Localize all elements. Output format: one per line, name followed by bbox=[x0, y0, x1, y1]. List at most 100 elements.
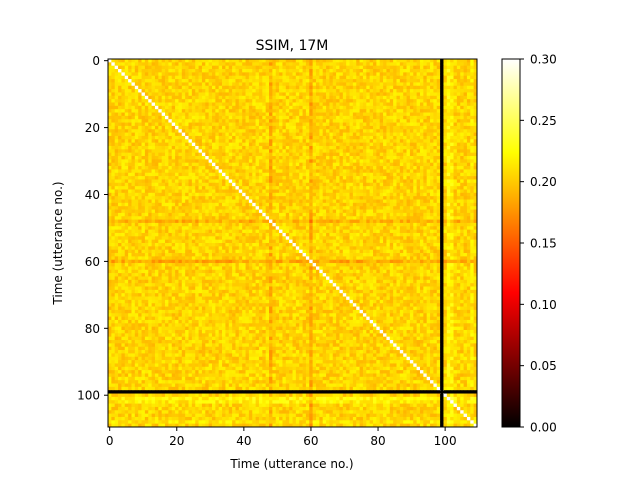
heatmap-cell bbox=[456, 172, 461, 177]
heatmap-cell bbox=[349, 179, 354, 184]
heatmap-cell bbox=[205, 79, 209, 83]
heatmap-cell bbox=[362, 206, 367, 210]
heatmap-cell bbox=[423, 102, 428, 107]
heatmap-cell bbox=[255, 85, 260, 90]
heatmap-cell bbox=[262, 82, 267, 87]
heatmap-cell bbox=[124, 85, 129, 90]
heatmap-cell bbox=[362, 95, 367, 100]
heatmap-cell bbox=[178, 152, 183, 157]
heatmap-cell bbox=[463, 149, 468, 154]
heatmap-cell bbox=[373, 192, 377, 197]
heatmap-cell bbox=[215, 159, 220, 164]
heatmap-cell bbox=[242, 176, 246, 180]
heatmap-cell bbox=[225, 59, 230, 63]
heatmap-cell bbox=[128, 182, 132, 187]
heatmap-cell bbox=[352, 189, 357, 194]
heatmap-cell bbox=[205, 142, 209, 147]
heatmap-cell bbox=[205, 166, 209, 170]
heatmap-cell bbox=[158, 149, 163, 154]
heatmap-cell bbox=[362, 62, 367, 67]
heatmap-cell bbox=[443, 139, 448, 143]
heatmap-cell bbox=[108, 119, 112, 123]
heatmap-cell bbox=[121, 75, 126, 80]
heatmap-cell bbox=[470, 145, 474, 150]
heatmap-cell bbox=[299, 142, 303, 147]
heatmap-cell bbox=[393, 162, 397, 167]
heatmap-cell bbox=[211, 145, 216, 150]
heatmap-cell bbox=[158, 135, 163, 140]
heatmap-cell bbox=[336, 65, 340, 70]
heatmap-cell bbox=[252, 149, 256, 154]
heatmap-cell bbox=[171, 186, 176, 190]
heatmap-cell bbox=[205, 159, 209, 164]
heatmap-cell bbox=[369, 69, 374, 73]
heatmap-cell bbox=[141, 95, 146, 100]
heatmap-cell bbox=[211, 59, 216, 63]
heatmap-cell bbox=[114, 105, 119, 110]
heatmap-cell bbox=[208, 182, 213, 187]
heatmap-cell bbox=[426, 139, 431, 143]
heatmap-cell bbox=[248, 139, 253, 143]
heatmap-cell bbox=[342, 189, 347, 194]
heatmap-cell bbox=[131, 112, 136, 117]
heatmap-cell bbox=[272, 199, 277, 204]
heatmap-cell bbox=[460, 79, 464, 83]
heatmap-cell bbox=[269, 179, 273, 184]
heatmap-cell bbox=[154, 139, 159, 143]
heatmap-cell bbox=[386, 62, 391, 67]
heatmap-cell bbox=[413, 82, 417, 87]
heatmap-cell bbox=[232, 142, 236, 147]
heatmap-cell bbox=[339, 176, 344, 180]
heatmap-cell bbox=[191, 186, 196, 190]
heatmap-cell bbox=[228, 59, 233, 63]
heatmap-cell bbox=[285, 132, 290, 137]
heatmap-cell bbox=[416, 135, 421, 140]
heatmap-cell bbox=[228, 202, 233, 207]
heatmap-cell bbox=[289, 182, 293, 187]
heatmap-cell bbox=[342, 125, 347, 130]
heatmap-cell bbox=[141, 152, 146, 157]
heatmap-cell bbox=[201, 206, 206, 210]
heatmap-cell bbox=[262, 192, 267, 197]
heatmap-cell bbox=[463, 82, 468, 87]
heatmap-cell bbox=[114, 59, 119, 63]
heatmap-cell bbox=[275, 115, 280, 120]
heatmap-cell bbox=[426, 65, 431, 70]
heatmap-cell bbox=[299, 62, 303, 67]
heatmap-cell bbox=[181, 125, 186, 130]
heatmap-cell bbox=[416, 192, 421, 197]
heatmap-cell bbox=[218, 69, 223, 73]
heatmap-cell bbox=[373, 79, 377, 83]
heatmap-cell bbox=[359, 176, 364, 180]
heatmap-cell bbox=[396, 69, 401, 73]
heatmap-cell bbox=[262, 182, 267, 187]
heatmap-cell bbox=[409, 69, 414, 73]
heatmap-cell bbox=[399, 105, 404, 110]
heatmap-cell bbox=[205, 139, 209, 143]
heatmap-cell bbox=[168, 85, 173, 90]
heatmap-cell bbox=[168, 166, 173, 170]
heatmap-cell bbox=[134, 186, 139, 190]
heatmap-cell bbox=[356, 149, 360, 154]
heatmap-cell bbox=[366, 75, 370, 80]
heatmap-cell bbox=[248, 65, 253, 70]
heatmap-cell bbox=[389, 192, 394, 197]
heatmap-cell bbox=[282, 172, 287, 177]
heatmap-cell bbox=[118, 176, 122, 180]
heatmap-cell bbox=[282, 162, 287, 167]
heatmap-cell bbox=[349, 145, 354, 150]
heatmap-cell bbox=[191, 69, 196, 73]
heatmap-cell bbox=[352, 102, 357, 107]
heatmap-cell bbox=[178, 186, 183, 190]
heatmap-cell bbox=[118, 79, 122, 83]
heatmap-cell bbox=[369, 199, 374, 204]
heatmap-cell bbox=[118, 119, 122, 123]
heatmap-cell bbox=[272, 109, 277, 113]
heatmap-cell bbox=[248, 176, 253, 180]
heatmap-cell bbox=[386, 196, 391, 200]
heatmap-cell bbox=[285, 89, 290, 93]
heatmap-cell bbox=[443, 95, 448, 100]
heatmap-cell bbox=[396, 159, 401, 164]
heatmap-cell bbox=[228, 142, 233, 147]
heatmap-cell bbox=[168, 169, 173, 174]
